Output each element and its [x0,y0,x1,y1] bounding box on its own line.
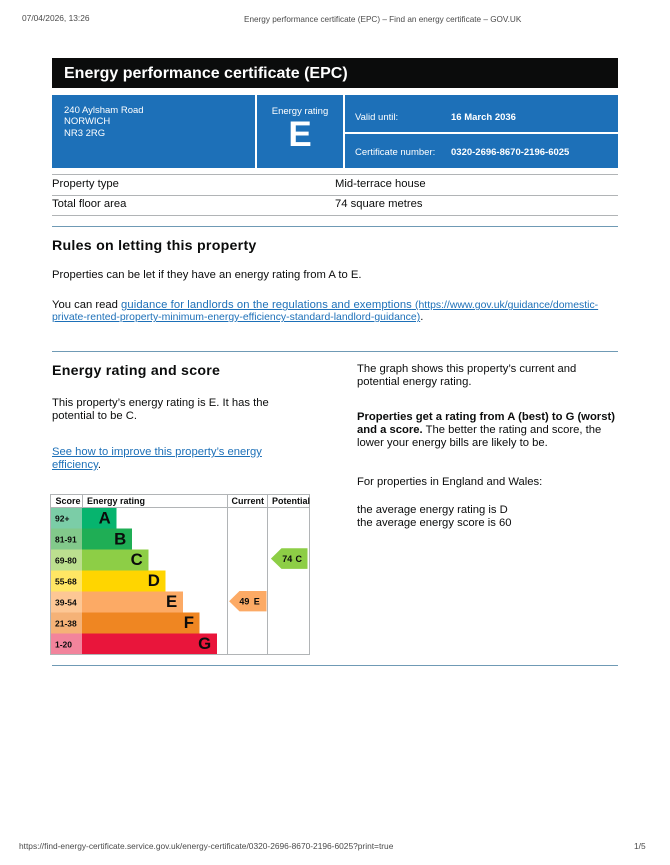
svg-text:Energy rating: Energy rating [87,496,145,506]
svg-text:Current: Current [232,496,265,506]
svg-text:55-68: 55-68 [55,577,77,587]
svg-text:C: C [131,550,143,569]
svg-text:69-80: 69-80 [55,556,77,566]
svg-text:G: G [198,634,211,653]
svg-text:Potential: Potential [272,496,310,506]
svg-text:92+: 92+ [55,514,69,524]
svg-text:B: B [114,529,126,548]
svg-text:D: D [148,571,160,590]
svg-text:A: A [99,508,111,527]
svg-text:1-20: 1-20 [55,640,72,650]
svg-text:F: F [184,613,194,632]
svg-text:Score: Score [56,496,81,506]
svg-text:21-38: 21-38 [55,619,77,629]
svg-text:E: E [166,592,177,611]
svg-text:39-54: 39-54 [55,598,77,608]
svg-text:81-91: 81-91 [55,535,77,545]
